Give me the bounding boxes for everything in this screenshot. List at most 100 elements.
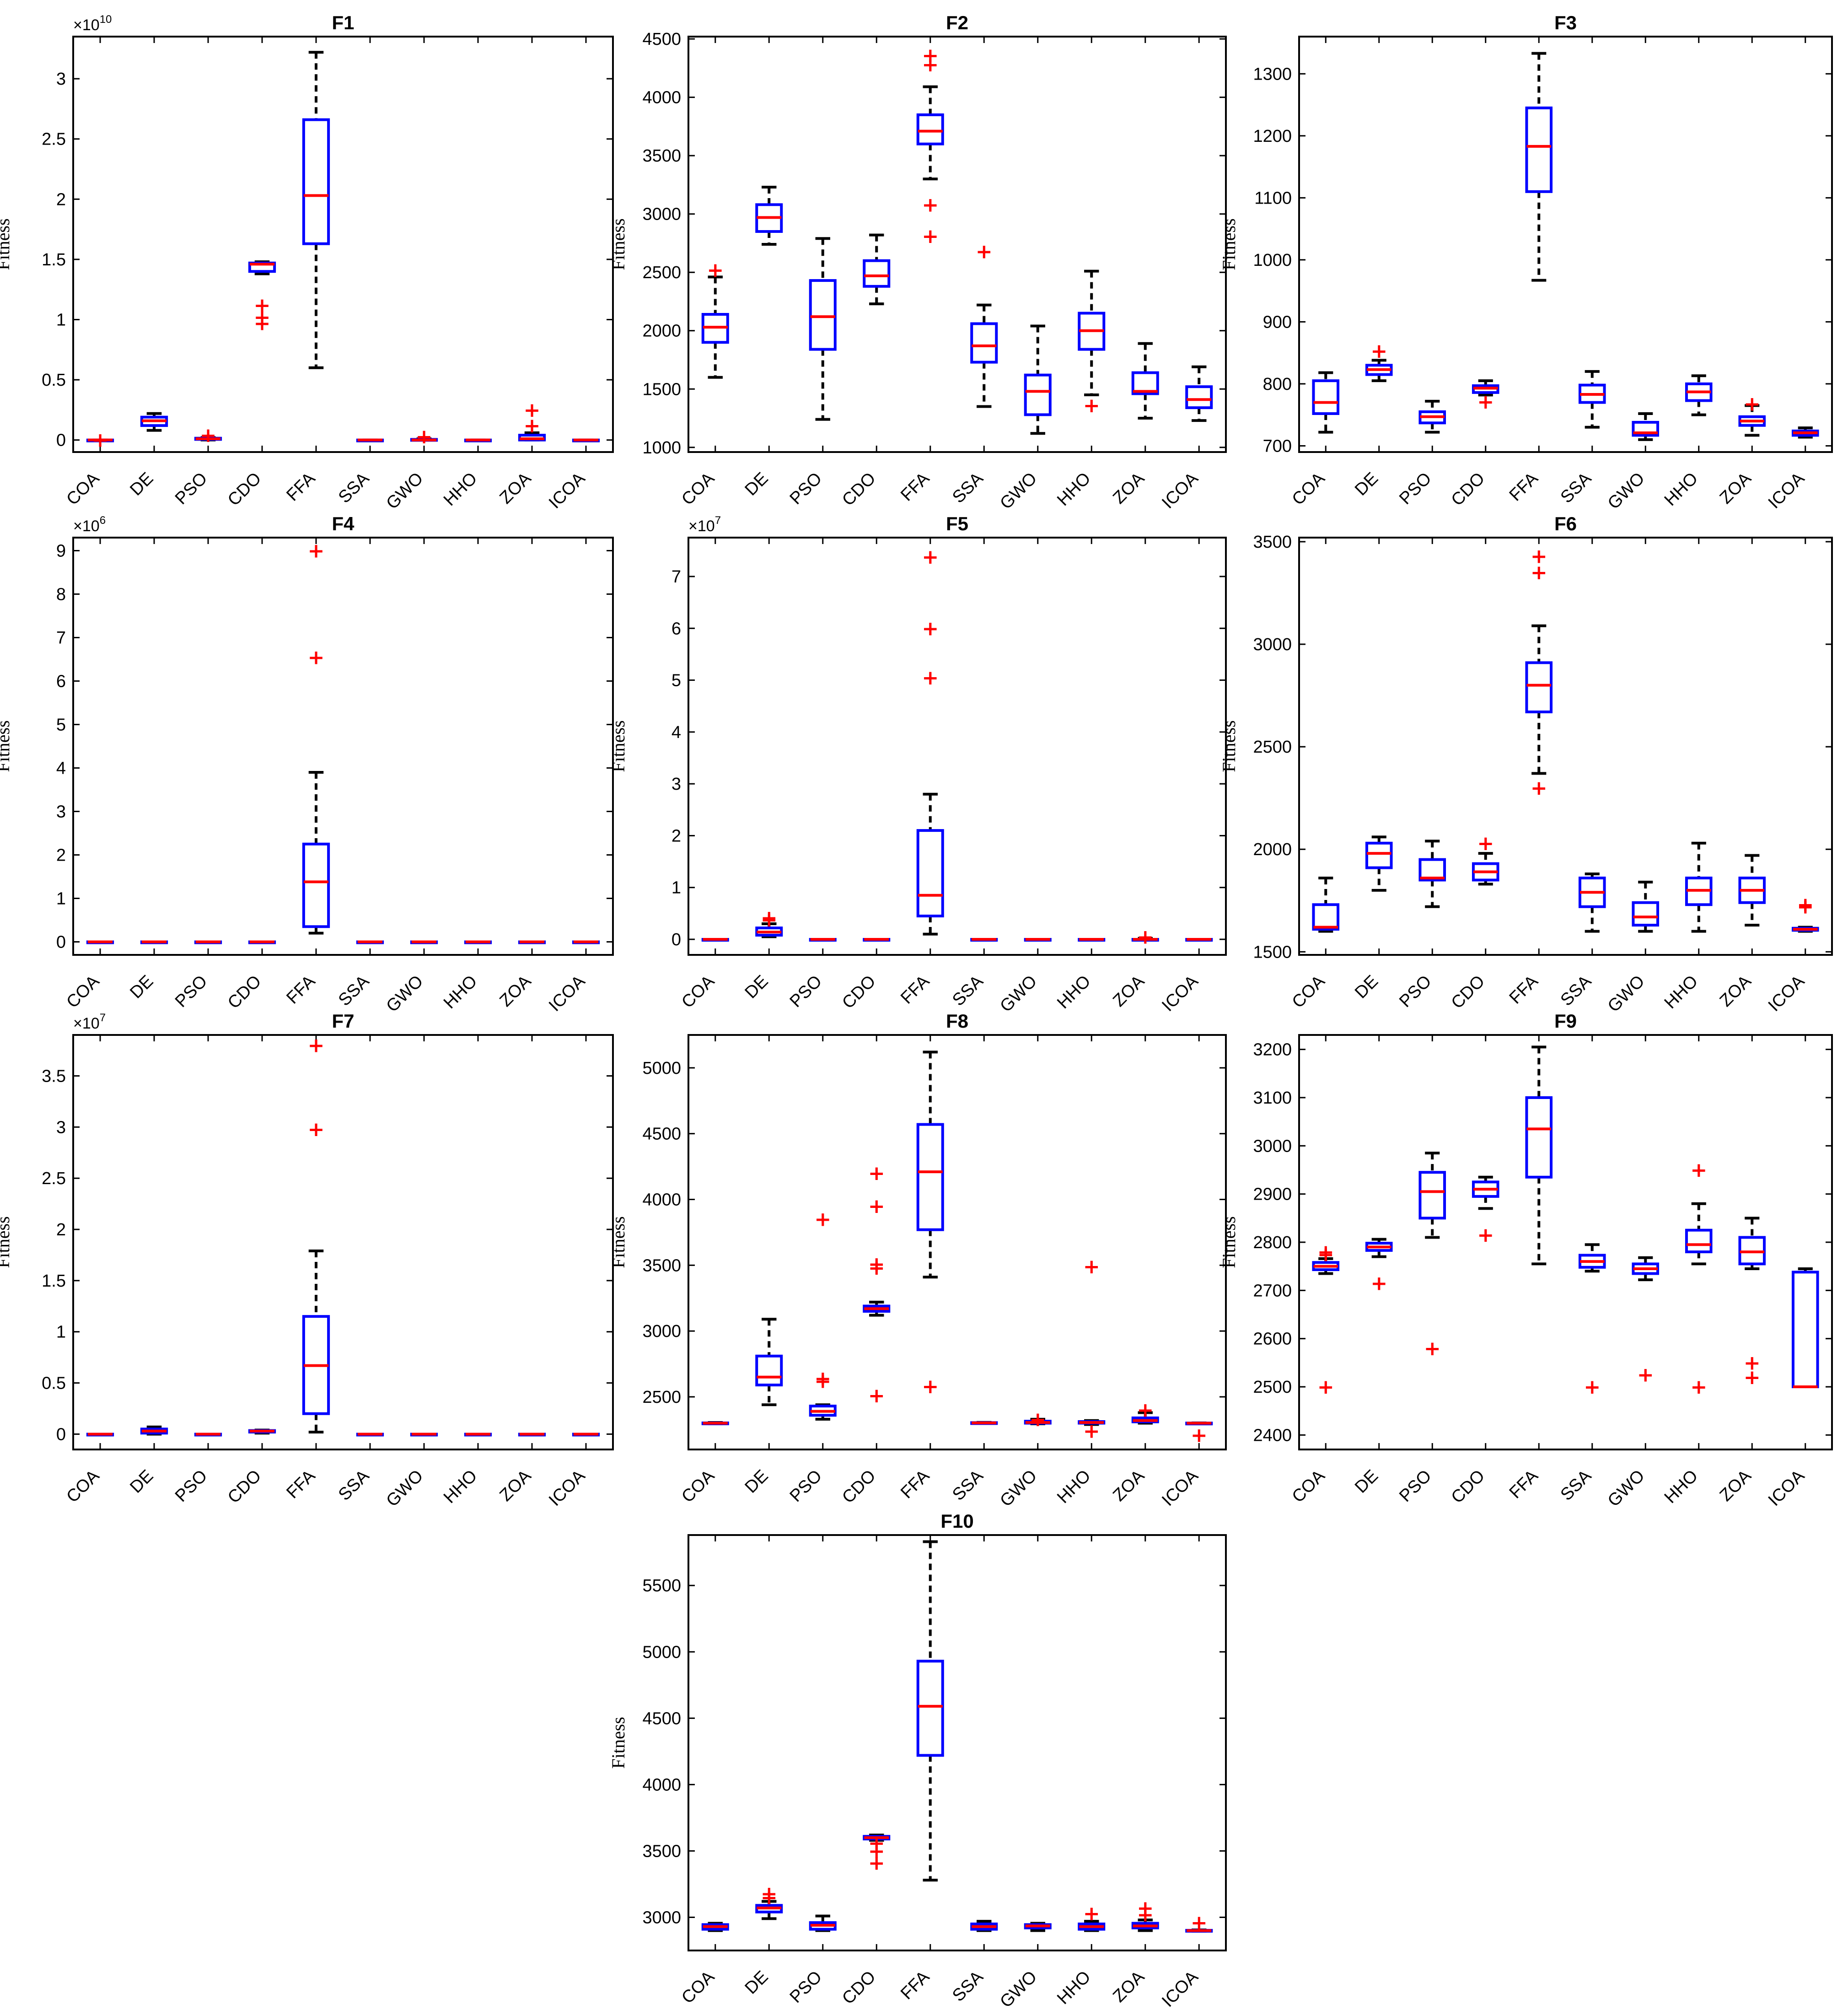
x-tick-label: FFA [897,469,933,505]
box-pso [194,940,222,944]
box-hho [1685,374,1713,416]
plot-frame [72,36,614,453]
plot-frame [688,1534,1227,1951]
y-tick-label: 3000 [1253,1137,1292,1156]
y-tick-label: 2500 [1253,738,1292,757]
chart-title: F8 [946,1010,968,1032]
outlier-point: + [1531,561,1547,584]
x-tick-label: CDO [224,469,265,510]
y-axis-label: Fitness [1219,1216,1239,1268]
outlier-point: + [1744,1351,1761,1374]
iqr-box [1312,379,1340,415]
box-gwo [1024,1922,1052,1932]
iqr-box [1685,1228,1713,1254]
outlier-point: + [1317,1240,1334,1264]
outlier-point: + [1191,1911,1208,1934]
y-tick-label: 800 [1263,375,1292,394]
iqr-box [1418,858,1446,882]
x-tick-label: GWO [383,1466,427,1511]
x-tick-label: COA [63,971,103,1012]
x-tick-label: CDO [838,1466,879,1507]
box-ssa [356,1433,384,1437]
y-axis-label: Fitness [608,1216,629,1268]
outlier-point: + [1690,1158,1707,1182]
x-tick-label: DE [741,1967,772,1998]
box-ffa [1525,1045,1553,1266]
y-tick-label: 7 [672,567,681,587]
y-tick-label: 2700 [1253,1281,1292,1300]
y-tick-label: 2600 [1253,1330,1292,1349]
outlier-point: + [200,424,217,447]
x-tick-label: HHO [440,469,481,510]
iqr-box [302,118,330,245]
x-tick-label: HHO [1053,972,1094,1013]
outlier-point: + [1637,1363,1654,1387]
box-icoa [572,940,600,944]
y-tick-label: 2900 [1253,1185,1292,1204]
plot-frame [72,1034,614,1450]
y-tick-label: 7 [56,629,66,648]
box-gwo [1632,412,1660,441]
box-gwo [410,1433,438,1437]
x-tick-label: SSA [335,971,373,1010]
outlier-point: + [92,429,109,452]
x-tick-label: ZOA [1716,469,1755,507]
chart-title: F9 [1554,1010,1577,1032]
outlier-point: + [1317,1243,1334,1266]
y-tick-label: 3500 [1253,533,1292,552]
box-zoa: + [1131,925,1159,948]
x-tick-label: HHO [1661,972,1702,1013]
x-tick-label: SSA [335,469,373,507]
x-tick-label: SSA [949,469,987,507]
x-tick-label: ICOA [1158,469,1202,512]
outlier-point: + [416,425,433,448]
outlier-point: + [1584,1375,1601,1399]
box-ssa: + [1578,1243,1606,1399]
x-tick-label: PSO [1396,972,1435,1011]
box-coa [86,1433,114,1437]
box-cdo [863,233,891,306]
axis-multiplier: ×107 [73,1012,106,1032]
box-cdo: +++ [248,260,276,335]
y-tick-label: 4500 [642,1125,681,1144]
box-icoa [572,1433,600,1437]
y-tick-label: 2.5 [42,1169,66,1188]
x-tick-label: FFA [897,1466,933,1502]
x-tick-label: HHO [1053,469,1094,510]
axis-multiplier: ×106 [73,514,106,535]
x-tick-label: SSA [1557,1466,1596,1504]
chart-title: F4 [332,513,355,534]
iqr-box [1632,901,1660,927]
y-tick-label: 3 [56,803,66,822]
x-tick-label: DE [741,469,772,500]
y-tick-label: 1 [56,1323,66,1342]
outlier-point: + [524,399,541,422]
box-gwo: + [1632,1256,1660,1387]
x-tick-label: PSO [1396,469,1435,508]
y-tick-label: 2 [56,846,66,865]
x-tick-label: ZOA [496,469,535,507]
x-tick-label: GWO [996,469,1041,513]
chart-panel-f1: F1 Fitness ×1010 0 0.5 1 1.5 2 2.5 3 COA DE PSO CDO FF… [0,12,614,513]
outlier-point: + [976,240,993,263]
iqr-box [1418,1171,1446,1220]
outlier-point: + [254,312,271,335]
outlier-point: + [707,259,724,282]
x-tick-label: COA [678,469,718,509]
box-de [140,412,168,432]
x-tick-label: SSA [1557,971,1596,1010]
box-ssa [1578,370,1606,429]
iqr-box [916,1659,944,1757]
box-coa [701,1922,729,1932]
x-tick-label: DE [126,469,157,500]
y-tick-label: 3200 [1253,1040,1292,1060]
x-tick-label: PSO [786,1466,826,1506]
x-tick-label: CDO [838,972,879,1013]
y-tick-label: 1200 [1253,127,1292,146]
y-tick-label: 4000 [642,1775,681,1794]
y-tick-label: 3000 [1253,635,1292,654]
y-axis-label: Fitness [608,218,629,270]
x-tick-label: FFA [897,971,933,1008]
iqr-box [1131,371,1159,395]
box-cdo [863,938,891,942]
